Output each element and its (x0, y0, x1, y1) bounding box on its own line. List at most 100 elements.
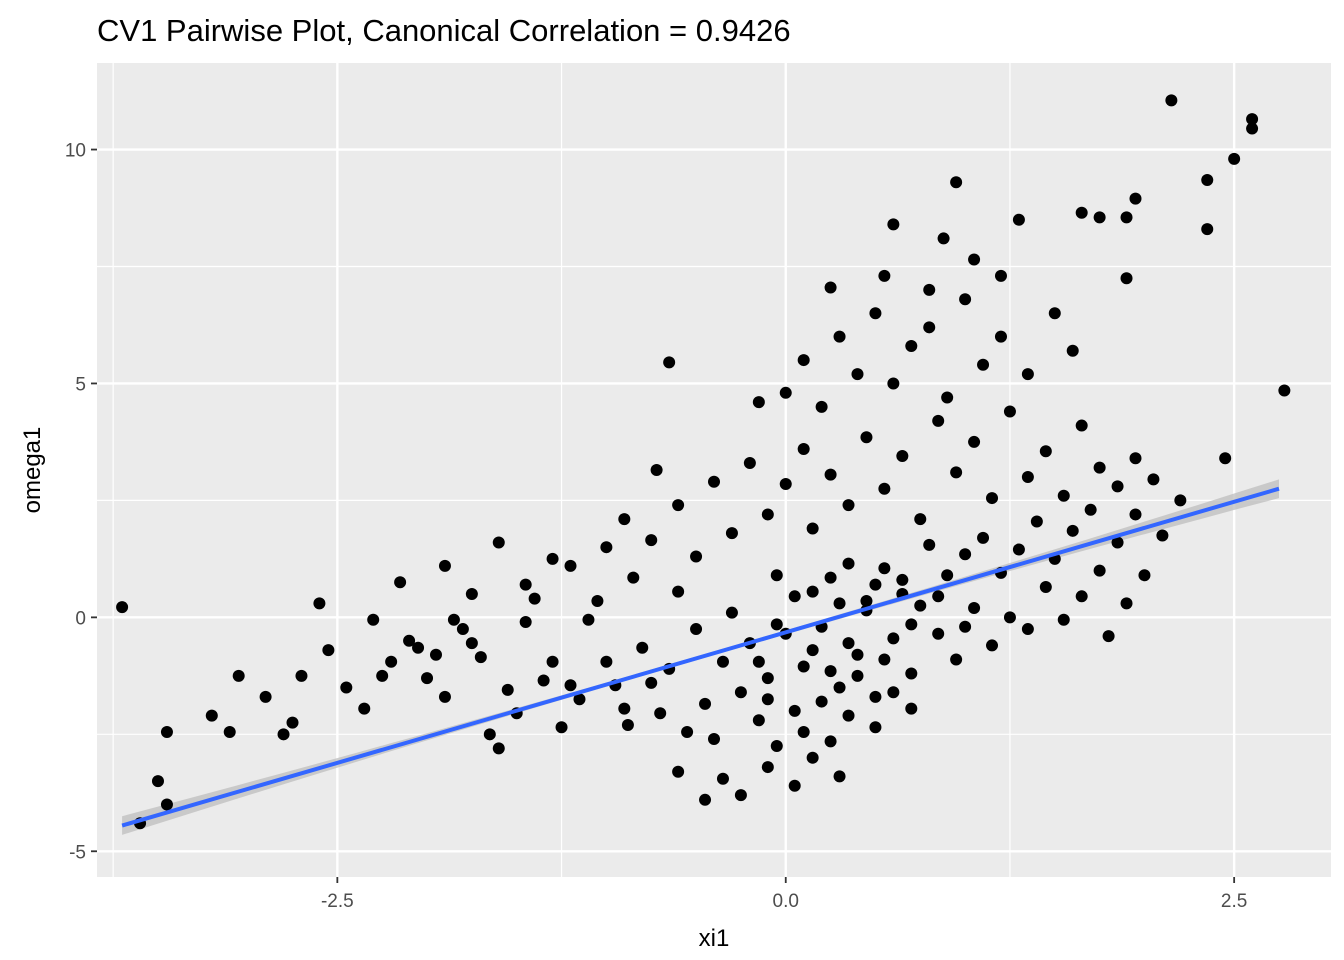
data-point (887, 377, 900, 390)
data-point (977, 358, 990, 371)
data-point (618, 702, 631, 715)
data-point (950, 466, 963, 479)
data-point (160, 725, 173, 738)
data-point (716, 655, 729, 668)
data-point (1075, 419, 1088, 432)
regression-line (121, 486, 1280, 828)
data-point (699, 697, 712, 710)
data-point (1048, 307, 1061, 320)
data-point (1021, 471, 1034, 484)
y-axis-title: omega1 (19, 427, 46, 514)
data-point (968, 253, 981, 266)
data-point (752, 655, 765, 668)
data-point (1278, 384, 1291, 397)
data-point (672, 499, 685, 512)
data-point (591, 594, 604, 607)
data-point (1138, 569, 1151, 582)
data-point (851, 648, 864, 661)
data-point (959, 620, 972, 633)
data-point (376, 669, 389, 682)
data-point (941, 569, 954, 582)
data-point (761, 672, 774, 685)
data-point (869, 721, 882, 734)
data-point (914, 513, 927, 526)
data-point (1012, 213, 1025, 226)
data-point (950, 176, 963, 189)
data-point (941, 391, 954, 404)
data-point (690, 550, 703, 563)
y-tick-label: 5 (75, 374, 86, 395)
data-point (394, 576, 407, 589)
data-point (1228, 152, 1241, 165)
x-axis-title: xi1 (699, 925, 730, 952)
data-points (116, 94, 1291, 830)
data-point (734, 686, 747, 699)
data-point (937, 232, 950, 245)
data-point (627, 571, 640, 584)
data-point (385, 655, 398, 668)
data-point (1084, 503, 1097, 516)
data-point (878, 653, 891, 666)
data-point (1120, 597, 1133, 610)
data-point (1129, 508, 1142, 521)
data-point (797, 725, 810, 738)
data-point (779, 386, 792, 399)
data-point (797, 442, 810, 455)
data-point (322, 644, 335, 657)
data-point (860, 431, 873, 444)
data-point (286, 716, 299, 729)
data-point (492, 742, 505, 755)
data-point (806, 751, 819, 764)
data-point (1075, 590, 1088, 603)
data-point (546, 552, 559, 565)
data-point (932, 590, 945, 603)
data-point (403, 634, 416, 647)
data-point (986, 492, 999, 505)
data-point (1057, 613, 1070, 626)
data-point (1147, 473, 1160, 486)
data-point (160, 798, 173, 811)
data-point (824, 735, 837, 748)
data-point (959, 293, 972, 306)
data-point (878, 269, 891, 282)
data-point (806, 522, 819, 535)
data-point (896, 573, 909, 586)
data-point (761, 761, 774, 774)
data-point (708, 732, 720, 745)
data-point (573, 693, 586, 706)
data-point (752, 396, 765, 409)
data-point (645, 534, 658, 547)
data-point (851, 669, 864, 682)
data-point (824, 468, 837, 481)
y-tick-label: 10 (65, 141, 86, 162)
data-point (645, 676, 658, 689)
data-point (761, 508, 774, 521)
data-point (564, 679, 577, 692)
data-point (672, 585, 685, 598)
data-point (824, 571, 837, 584)
data-point (797, 354, 810, 367)
data-point (842, 637, 855, 650)
data-point (654, 707, 667, 720)
data-point (770, 740, 783, 753)
data-point (564, 559, 577, 572)
data-point (725, 606, 738, 619)
data-point (734, 789, 747, 802)
data-point (528, 592, 541, 605)
data-point (986, 639, 999, 652)
data-point (932, 414, 945, 427)
data-point (555, 721, 568, 734)
y-tick-label: 0 (75, 608, 86, 629)
data-point (474, 651, 487, 664)
data-point (833, 330, 846, 343)
data-point (1039, 445, 1052, 458)
data-point (788, 779, 801, 792)
data-point (788, 590, 801, 603)
x-tick-label: 0.0 (773, 891, 799, 912)
data-point (621, 718, 634, 731)
data-point (833, 770, 846, 783)
minor-gridlines (97, 63, 1331, 877)
data-point (878, 562, 891, 575)
data-point (205, 709, 218, 722)
data-point (681, 725, 694, 738)
